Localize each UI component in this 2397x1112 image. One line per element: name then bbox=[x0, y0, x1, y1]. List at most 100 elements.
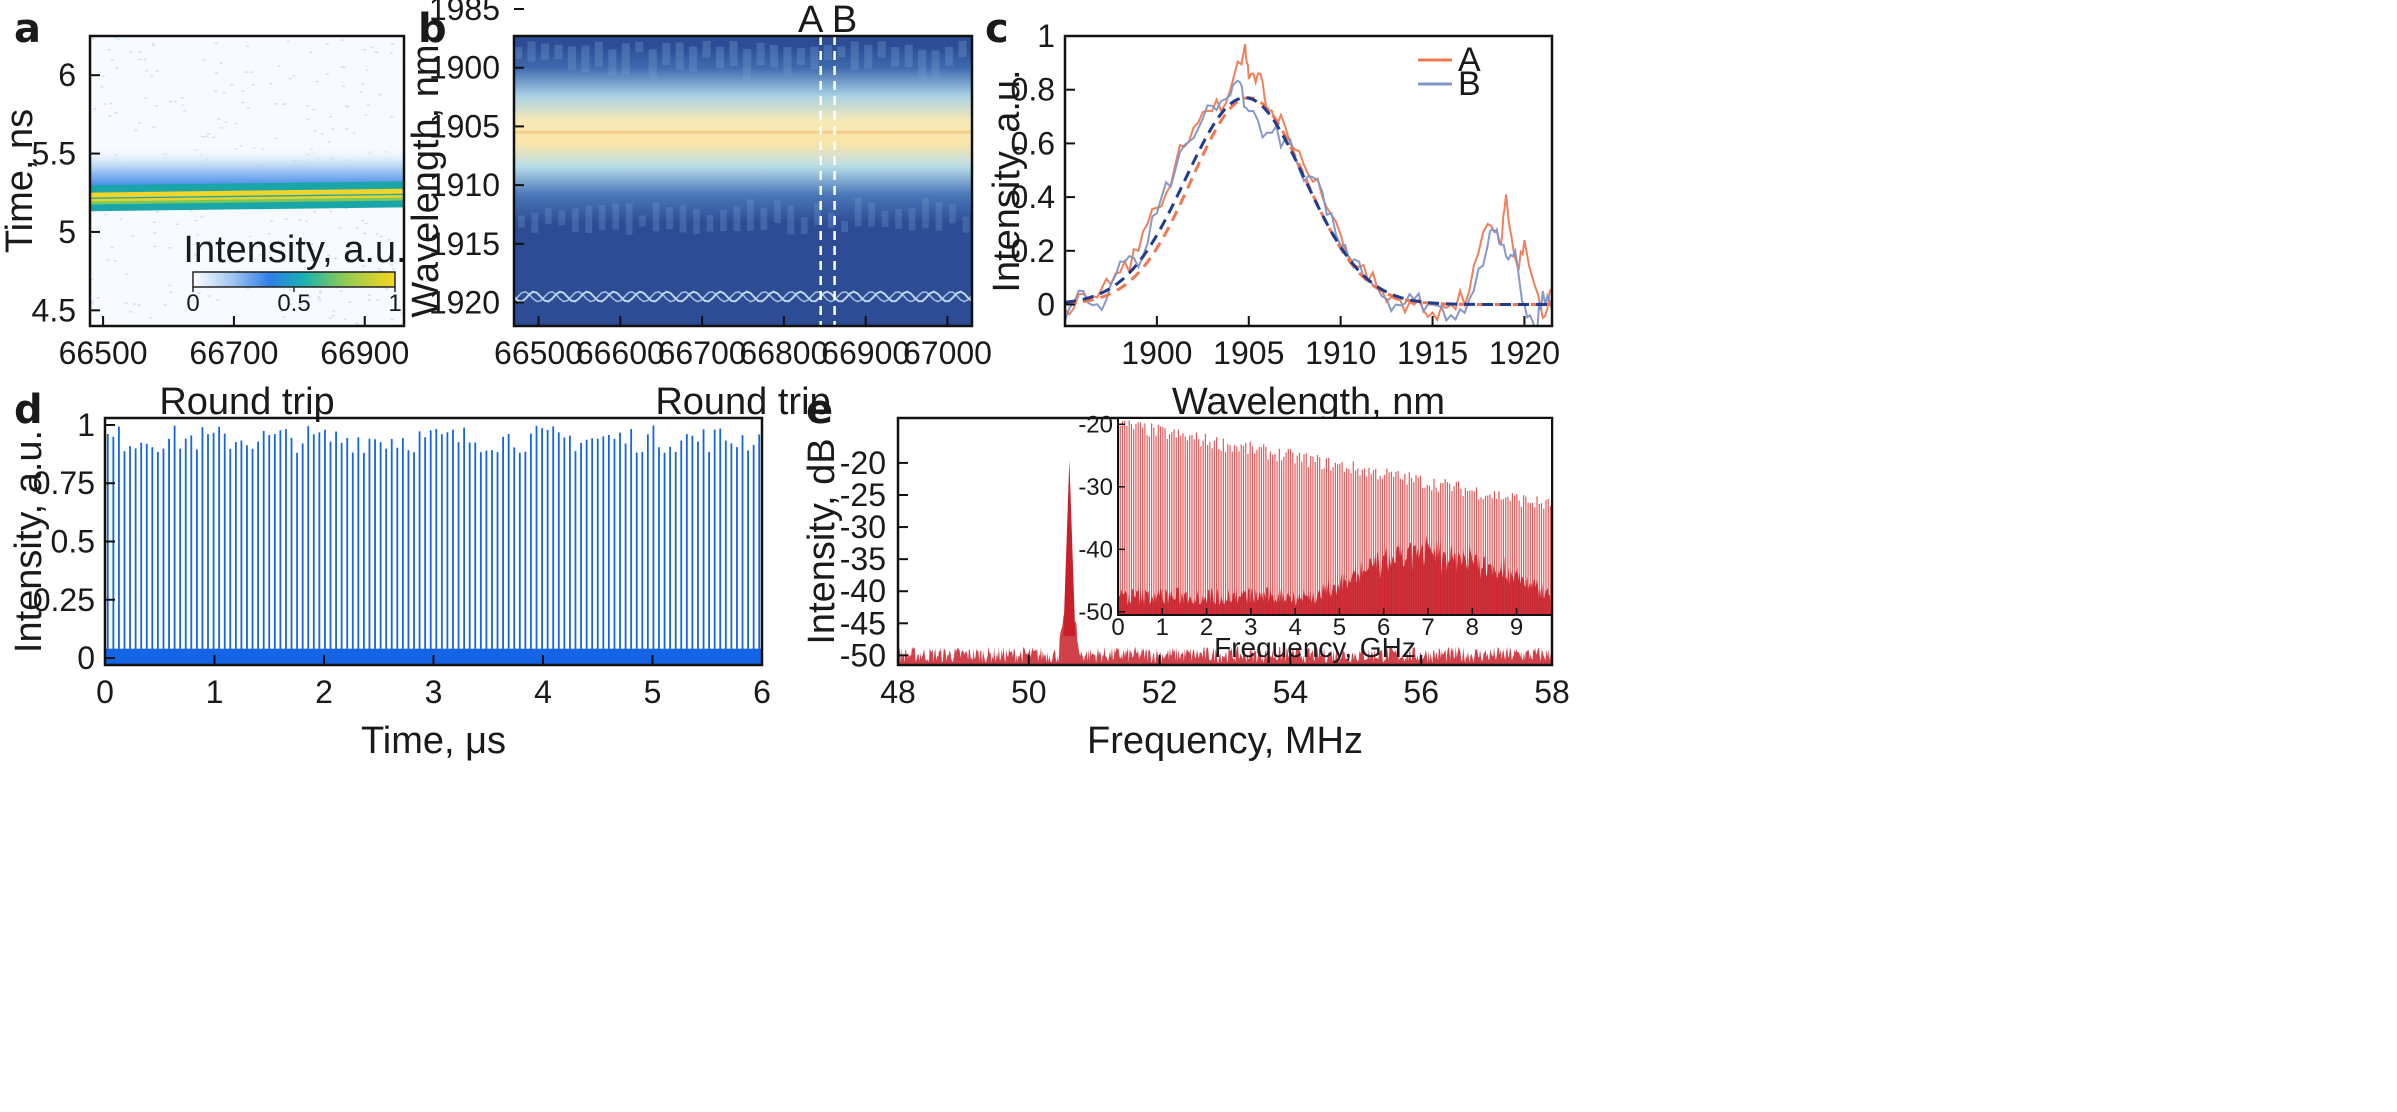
panel-a-noise-speck bbox=[389, 52, 393, 54]
panel-a-noise-speck bbox=[246, 45, 250, 47]
panel-e-xtick-label: 50 bbox=[1011, 674, 1047, 710]
panel-a-noise-speck bbox=[137, 304, 141, 306]
panel-b-band-ripple bbox=[931, 50, 940, 79]
panel-b-band-ripple bbox=[827, 212, 835, 228]
panel-b-ytick-label: 1910 bbox=[429, 167, 500, 203]
panel-a-noise-speck bbox=[90, 278, 94, 280]
panel-a-noise-speck bbox=[310, 243, 314, 245]
panel-a-noise-speck bbox=[145, 69, 149, 72]
panel-a-noise-speck bbox=[249, 71, 253, 73]
panel-a-noise-speck bbox=[201, 135, 205, 138]
panel-a-noise-speck bbox=[144, 97, 148, 99]
panel-d-xtick-label: 0 bbox=[96, 674, 114, 710]
panel-a-colorbar-tick-label: 0 bbox=[186, 290, 199, 317]
panel-a-noise-speck bbox=[376, 299, 380, 301]
panel-e-xlabel: Frequency, MHz bbox=[1087, 720, 1363, 762]
panel-b-band-ripple bbox=[769, 44, 779, 68]
panel-a-colorbar-label: Intensity, a.u. bbox=[183, 229, 406, 271]
panel-e-xtick-label: 58 bbox=[1534, 674, 1570, 710]
panel-a-noise-speck bbox=[258, 253, 262, 256]
panel-a-noise-speck bbox=[90, 303, 94, 305]
panel-a-noise-speck bbox=[100, 86, 104, 88]
panel-b-band-ripple bbox=[945, 46, 954, 66]
panel-a-noise-speck bbox=[327, 254, 331, 257]
panel-d-xtick-label: 2 bbox=[315, 674, 333, 710]
panel-label-c: c bbox=[985, 6, 1009, 52]
panel-e-inset-xtick-label: 2 bbox=[1200, 614, 1213, 641]
panel-a-colorbar bbox=[192, 271, 396, 288]
panel-a-noise-speck bbox=[108, 115, 112, 117]
panel-a-noise-speck bbox=[155, 105, 159, 107]
panel-e-inset-xtick-label: 7 bbox=[1421, 614, 1434, 641]
panel-a-noise-speck bbox=[90, 300, 94, 303]
panel-a-noise-speck bbox=[133, 303, 137, 305]
panel-a-noise-speck bbox=[392, 268, 396, 270]
panel-a-noise-speck bbox=[215, 72, 219, 74]
panel-a-noise-speck bbox=[344, 207, 348, 210]
panel-a-colorbar-tick-label: 1 bbox=[388, 290, 401, 317]
panel-d-ytick-label: 0.25 bbox=[33, 582, 95, 618]
panel-a-noise-speck bbox=[204, 135, 208, 138]
panel-a-noise-speck bbox=[186, 303, 190, 305]
panel-d-ytick-label: 0.75 bbox=[33, 465, 95, 501]
panel-c-xtick-label: 1915 bbox=[1397, 335, 1468, 371]
panel-e-ylabel: Intensity, dB bbox=[801, 438, 843, 644]
panel-a-noise-speck bbox=[385, 288, 389, 290]
panel-e-ytick-label: -40 bbox=[840, 573, 886, 609]
panel-b-xtick-label: 66800 bbox=[739, 335, 828, 371]
panel-d-xtick-label: 5 bbox=[644, 674, 662, 710]
panel-a-noise-speck bbox=[138, 51, 142, 53]
panel-b-band-ripple bbox=[652, 202, 660, 232]
panel-b-band-ripple bbox=[837, 46, 846, 58]
panel-a-ytick-label: 5 bbox=[58, 214, 76, 250]
panel-a-noise-speck bbox=[289, 242, 293, 244]
panel-a-noise-speck bbox=[362, 265, 366, 267]
panel-a-noise-speck bbox=[248, 235, 252, 238]
panel-b-band-ripple bbox=[581, 45, 590, 73]
panel-a-noise-speck bbox=[329, 210, 333, 212]
panel-a-noise-speck bbox=[194, 219, 198, 222]
panel-a-noise-speck bbox=[340, 39, 344, 41]
panel-c-ytick-label: 0.6 bbox=[1011, 125, 1055, 161]
panel-a-noise-speck bbox=[138, 58, 142, 61]
panel-a-noise-speck bbox=[152, 44, 156, 47]
panel-d-xlabel: Time, μs bbox=[361, 720, 506, 762]
panel-a-noise-speck bbox=[292, 75, 296, 77]
panel-a-noise-speck bbox=[288, 288, 292, 291]
panel-a-noise-speck bbox=[274, 261, 278, 263]
panel-a-noise-speck bbox=[155, 70, 159, 72]
panel-b-band-ripple bbox=[949, 204, 956, 224]
panel-a-noise-speck bbox=[360, 220, 364, 222]
panel-b-band-ripple bbox=[895, 209, 902, 229]
panel-a-noise-speck bbox=[274, 103, 278, 105]
panel-a-noise-speck bbox=[340, 66, 344, 68]
panel-a-noise-speck bbox=[338, 227, 342, 229]
panel-a-noise-speck bbox=[246, 287, 250, 289]
panel-a-noise-speck bbox=[189, 210, 193, 212]
panel-a-noise-speck bbox=[309, 51, 313, 54]
panel-e-inset-noise bbox=[1118, 535, 1552, 615]
panel-a-noise-speck bbox=[288, 77, 292, 80]
panel-b-band-ripple bbox=[612, 203, 620, 230]
panel-a-noise-speck bbox=[216, 299, 220, 301]
panel-a-noise-speck bbox=[115, 67, 119, 69]
panel-b-band-ripple bbox=[760, 207, 768, 231]
panel-a-noise-speck bbox=[183, 109, 187, 112]
panel-a-noise-speck bbox=[150, 74, 154, 77]
panel-b-band-ripple bbox=[935, 202, 943, 231]
panel-e-xtick-label: 54 bbox=[1273, 674, 1309, 710]
panel-a-noise-speck bbox=[96, 297, 100, 299]
panel-b-band-ripple bbox=[527, 41, 536, 62]
panel-a-noise-speck bbox=[283, 103, 287, 105]
panel-c-xlabel: Wavelength, nm bbox=[1172, 381, 1445, 423]
panel-c-plot-area bbox=[1065, 43, 1552, 326]
panel-a-noise-speck bbox=[378, 93, 382, 96]
panel-b-band-ripple bbox=[783, 47, 792, 77]
panel-a-noise-speck bbox=[328, 115, 332, 118]
panel-a-noise-speck bbox=[168, 100, 172, 103]
panel-e-noise-floor bbox=[898, 591, 1552, 665]
panel-b-xtick-label: 66500 bbox=[494, 335, 583, 371]
panel-b-band-ripple bbox=[702, 40, 711, 58]
panel-d-plot-area bbox=[105, 425, 762, 665]
panel-a-noise-speck bbox=[363, 232, 367, 235]
